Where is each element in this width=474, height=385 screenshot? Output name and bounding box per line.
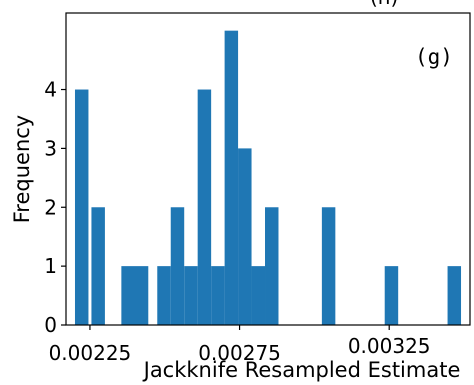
y-axis-ticks: 0 1 2 3 4	[44, 78, 66, 337]
y-axis-label: Frequency	[10, 115, 34, 224]
histogram-bar-9	[224, 30, 239, 325]
x-tick-label: 0.00275	[198, 341, 281, 365]
y-tick-label: 2	[44, 195, 57, 219]
y-tick-label: 0	[44, 313, 57, 337]
y-tick-label: 1	[44, 254, 57, 278]
x-tick-label: 0.00325	[348, 334, 431, 358]
histogram-bar-6	[184, 266, 198, 325]
histogram-bar-4	[157, 266, 171, 325]
chart-title: (h)	[370, 0, 398, 9]
x-axis-ticks: 0.00225 0.00275 0.00325	[49, 325, 431, 365]
histogram-bar-7	[197, 89, 212, 325]
histogram-bar-3	[121, 266, 149, 325]
histogram-bar-14	[384, 266, 399, 325]
y-tick-label: 3	[44, 136, 57, 160]
histogram-bar-8	[211, 266, 225, 325]
histogram-bar-15	[447, 266, 462, 325]
histogram-bar-1	[74, 89, 89, 325]
histogram-bar-10	[238, 148, 252, 325]
histogram-bar-12	[265, 207, 279, 325]
x-tick-label: 0.00225	[49, 341, 132, 365]
panel-label: (g)	[415, 45, 453, 69]
histogram-bar-11	[251, 266, 266, 325]
histogram-bar-13	[321, 207, 336, 325]
plot-frame	[65, 12, 471, 326]
x-axis-label: Jackknife Resampled Estimate	[142, 358, 461, 382]
y-tick-label: 4	[44, 78, 57, 102]
histogram-bar-5	[170, 207, 185, 325]
histogram-bars	[74, 30, 462, 325]
histogram-bar-2	[91, 207, 105, 325]
